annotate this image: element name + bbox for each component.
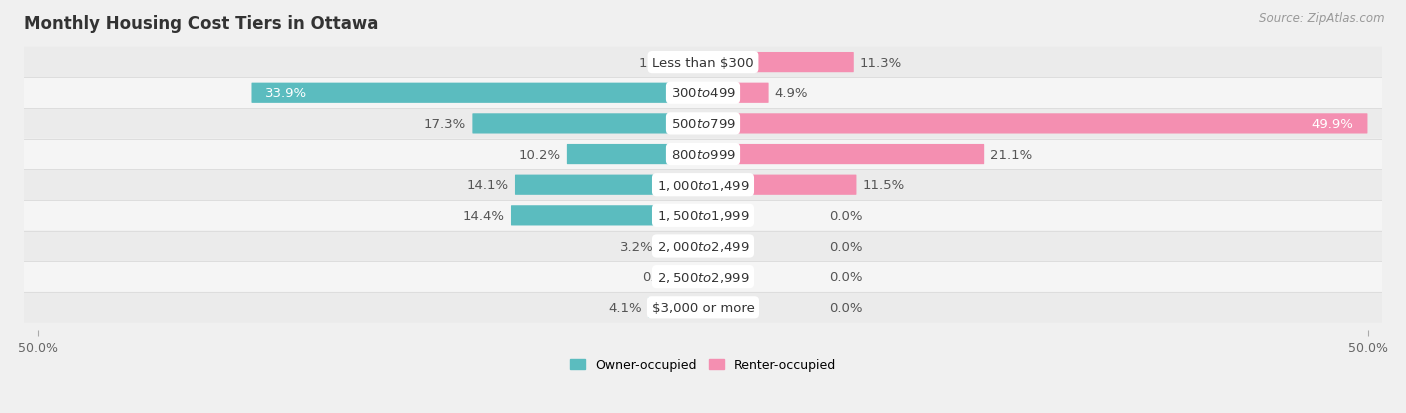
FancyBboxPatch shape [24,140,1382,170]
Text: 0.94%: 0.94% [643,271,683,283]
Text: 11.5%: 11.5% [863,179,905,192]
Text: $3,000 or more: $3,000 or more [651,301,755,314]
FancyBboxPatch shape [472,114,703,134]
Text: $1,000 to $1,499: $1,000 to $1,499 [657,178,749,192]
Text: $1,500 to $1,999: $1,500 to $1,999 [657,209,749,223]
FancyBboxPatch shape [252,83,703,104]
Legend: Owner-occupied, Renter-occupied: Owner-occupied, Renter-occupied [565,354,841,377]
Text: $2,000 to $2,499: $2,000 to $2,499 [657,240,749,254]
Text: 0.0%: 0.0% [830,209,863,222]
Text: $2,500 to $2,999: $2,500 to $2,999 [657,270,749,284]
FancyBboxPatch shape [515,175,703,195]
FancyBboxPatch shape [659,236,703,256]
Text: $500 to $799: $500 to $799 [671,118,735,131]
Text: 0.0%: 0.0% [830,271,863,283]
Text: 21.1%: 21.1% [990,148,1032,161]
FancyBboxPatch shape [703,114,1368,134]
FancyBboxPatch shape [24,201,1382,231]
Text: 11.3%: 11.3% [860,57,903,69]
FancyBboxPatch shape [24,109,1382,140]
FancyBboxPatch shape [703,145,984,165]
FancyBboxPatch shape [567,145,703,165]
FancyBboxPatch shape [24,47,1382,78]
FancyBboxPatch shape [24,292,1382,323]
Text: 17.3%: 17.3% [423,118,467,131]
FancyBboxPatch shape [24,170,1382,201]
Text: Monthly Housing Cost Tiers in Ottawa: Monthly Housing Cost Tiers in Ottawa [24,15,378,33]
FancyBboxPatch shape [690,267,703,287]
Text: 49.9%: 49.9% [1312,118,1354,131]
FancyBboxPatch shape [24,231,1382,262]
Text: 1.8%: 1.8% [638,57,672,69]
Text: 4.9%: 4.9% [775,87,808,100]
FancyBboxPatch shape [703,83,769,104]
Text: $300 to $499: $300 to $499 [671,87,735,100]
Text: 3.2%: 3.2% [620,240,654,253]
FancyBboxPatch shape [648,297,703,318]
Text: 10.2%: 10.2% [519,148,561,161]
Text: Less than $300: Less than $300 [652,57,754,69]
FancyBboxPatch shape [703,53,853,73]
FancyBboxPatch shape [510,206,703,226]
FancyBboxPatch shape [24,262,1382,292]
Text: $800 to $999: $800 to $999 [671,148,735,161]
Text: 14.4%: 14.4% [463,209,505,222]
Text: Source: ZipAtlas.com: Source: ZipAtlas.com [1260,12,1385,25]
FancyBboxPatch shape [679,53,703,73]
Text: 4.1%: 4.1% [609,301,641,314]
Text: 14.1%: 14.1% [467,179,509,192]
Text: 33.9%: 33.9% [266,87,308,100]
FancyBboxPatch shape [703,175,856,195]
Text: 0.0%: 0.0% [830,301,863,314]
Text: 0.0%: 0.0% [830,240,863,253]
FancyBboxPatch shape [24,78,1382,109]
